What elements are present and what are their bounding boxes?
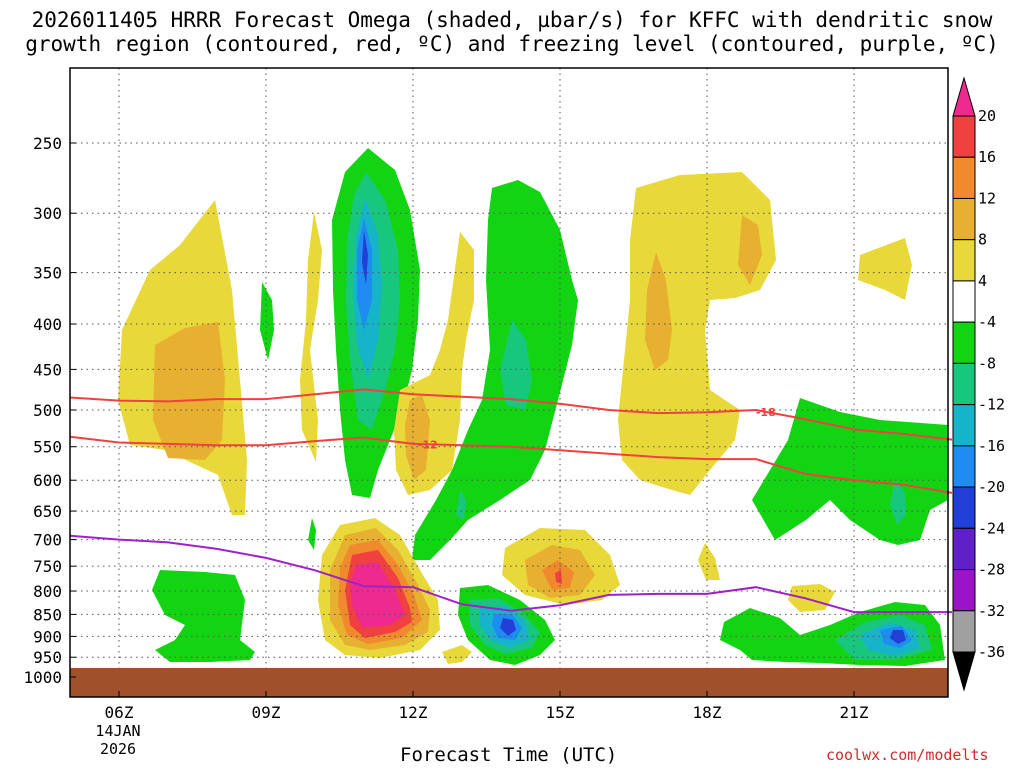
- omega-region-teal-small-1330z: [456, 490, 466, 520]
- x-tick-label-09Z: 09Z: [252, 703, 281, 722]
- colorbar-label-20: 20: [978, 107, 996, 125]
- contour-dgz--12-C: [69, 435, 953, 494]
- y-axis: 250 300 350 400 450 500 550 600 650 700 750 800 850 9…: [23, 134, 76, 687]
- omega-region-warm-core-07z: [153, 322, 225, 460]
- omega-region-green-07z-low: [152, 570, 255, 662]
- omega-shading: [118, 148, 948, 666]
- contour-freezing-level: [69, 534, 952, 614]
- colorbar-swatch-4: [952, 239, 976, 282]
- omega-region-orange-12z: [405, 395, 430, 480]
- colorbar-label-4: 4: [978, 272, 987, 290]
- omega-region-warm-lobe-17z: [618, 172, 776, 495]
- omega-region-green-stripe-14z: [412, 180, 578, 560]
- y-tick-label-900: 900: [33, 627, 62, 646]
- omega-region-small-green-0830z: [260, 282, 274, 360]
- omega-region-warm-blob-18z: [698, 543, 720, 580]
- y-tick-label-350: 350: [33, 264, 62, 283]
- colorbar-swatch-2: [952, 156, 976, 199]
- omega-region-pink-core-11z: [350, 562, 405, 628]
- x-tick-label-06Z: 06Z: [105, 703, 134, 722]
- colorbar-label--16: -16: [978, 437, 1005, 455]
- omega-region-green-lobe-21z: [752, 398, 948, 545]
- x-tick-label-21Z: 21Z: [840, 703, 869, 722]
- y-tick-label-650: 650: [33, 502, 62, 521]
- colorbar-label-12: 12: [978, 189, 996, 207]
- contour-lines: -18 -12: [69, 388, 953, 614]
- omega-region-deep-blue-11z: [362, 230, 368, 285]
- colorbar-swatch-1: [952, 115, 976, 158]
- colorbar-label--24: -24: [978, 519, 1005, 537]
- y-tick-label-850: 850: [33, 605, 62, 624]
- contour-dgz--18-C: [69, 388, 953, 441]
- y-tick-label-550: 550: [33, 438, 62, 457]
- colorbar-swatch-10: [952, 486, 976, 529]
- y-tick-label-600: 600: [33, 471, 62, 490]
- colorbar-top-arrow: [952, 76, 976, 117]
- date-label-year: 2026: [99, 740, 137, 758]
- colorbar-label--20: -20: [978, 478, 1005, 496]
- chart-title-line-2: growth region (contoured, red, ºC) and f…: [25, 32, 999, 56]
- x-tick-label-12Z: 12Z: [399, 703, 428, 722]
- colorbar-swatch-5: [952, 280, 976, 323]
- omega-region-green-blip-10z: [308, 518, 316, 550]
- y-tick-label-700: 700: [33, 531, 62, 550]
- y-tick-label-450: 450: [33, 360, 62, 379]
- y-tick-label-1000: 1000: [23, 668, 62, 687]
- y-tick-label-950: 950: [33, 648, 62, 667]
- y-tick-label-300: 300: [33, 204, 62, 223]
- omega-region-warm-sliver-10z: [300, 212, 322, 462]
- date-label-day: 14JAN: [95, 722, 141, 740]
- contour-label--12: -12: [418, 438, 438, 451]
- contour-label--18: -18: [756, 406, 776, 419]
- x-axis-title: Forecast Time (UTC): [400, 744, 618, 766]
- omega-region-blue-core-22z: [890, 630, 906, 644]
- x-axis: 06Z 09Z 12Z 15Z 18Z 21Z: [105, 691, 869, 722]
- colorbar-swatch-9: [952, 445, 976, 488]
- colorbar-bottom-arrow: [952, 651, 976, 692]
- omega-region-warm-blob-20z: [788, 584, 835, 612]
- colorbar-swatch-7: [952, 362, 976, 406]
- chart-title: 2026011405 HRRR Forecast Omega (shaded, …: [0, 8, 1024, 56]
- colorbar-label--32: -32: [978, 602, 1005, 620]
- y-tick-label-800: 800: [33, 582, 62, 601]
- omega-region-warm-blip-13z: [442, 645, 472, 664]
- colorbar-swatch-3: [952, 197, 976, 241]
- omega-region-blue-core-14z: [500, 618, 516, 636]
- chart-title-line-1: 2026011405 HRRR Forecast Omega (shaded, …: [31, 8, 993, 32]
- colorbar-label--8: -8: [978, 354, 996, 372]
- y-tick-label-500: 500: [33, 401, 62, 420]
- ground-layer: [70, 668, 948, 697]
- colorbar-swatch-8: [952, 404, 976, 447]
- colorbar-swatch-11: [952, 527, 976, 571]
- colorbar-label--4: -4: [978, 313, 996, 331]
- colorbar-label-8: 8: [978, 231, 987, 249]
- y-tick-label-250: 250: [33, 134, 62, 153]
- colorbar-label--12: -12: [978, 396, 1005, 414]
- colorbar-label-16: 16: [978, 148, 996, 166]
- colorbar-swatch-12: [952, 569, 976, 612]
- y-tick-label-750: 750: [33, 557, 62, 576]
- colorbar-label--28: -28: [978, 561, 1005, 579]
- colorbar-label--36: -36: [978, 643, 1005, 661]
- omega-region-orange-17z: [645, 252, 672, 370]
- omega-region-warm-blob-2130z: [858, 238, 912, 300]
- colorbar-swatch-6: [952, 321, 976, 364]
- y-tick-label-400: 400: [33, 315, 62, 334]
- colorbar: 20 16 12 8 4 -4 -8 -12 -16 -20 -24 -28 -32 -36: [952, 76, 1005, 692]
- omega-region-teal-21z: [890, 480, 906, 525]
- x-tick-label-18Z: 18Z: [693, 703, 722, 722]
- gridlines: [70, 68, 948, 668]
- credit-text: coolwx.com/modelts: [826, 746, 989, 764]
- plot-frame: [69, 67, 949, 698]
- omega-region-teal-14z: [500, 320, 532, 410]
- x-tick-label-15Z: 15Z: [546, 703, 575, 722]
- omega-region-orange-19z: [738, 215, 762, 285]
- colorbar-swatch-13: [952, 610, 976, 653]
